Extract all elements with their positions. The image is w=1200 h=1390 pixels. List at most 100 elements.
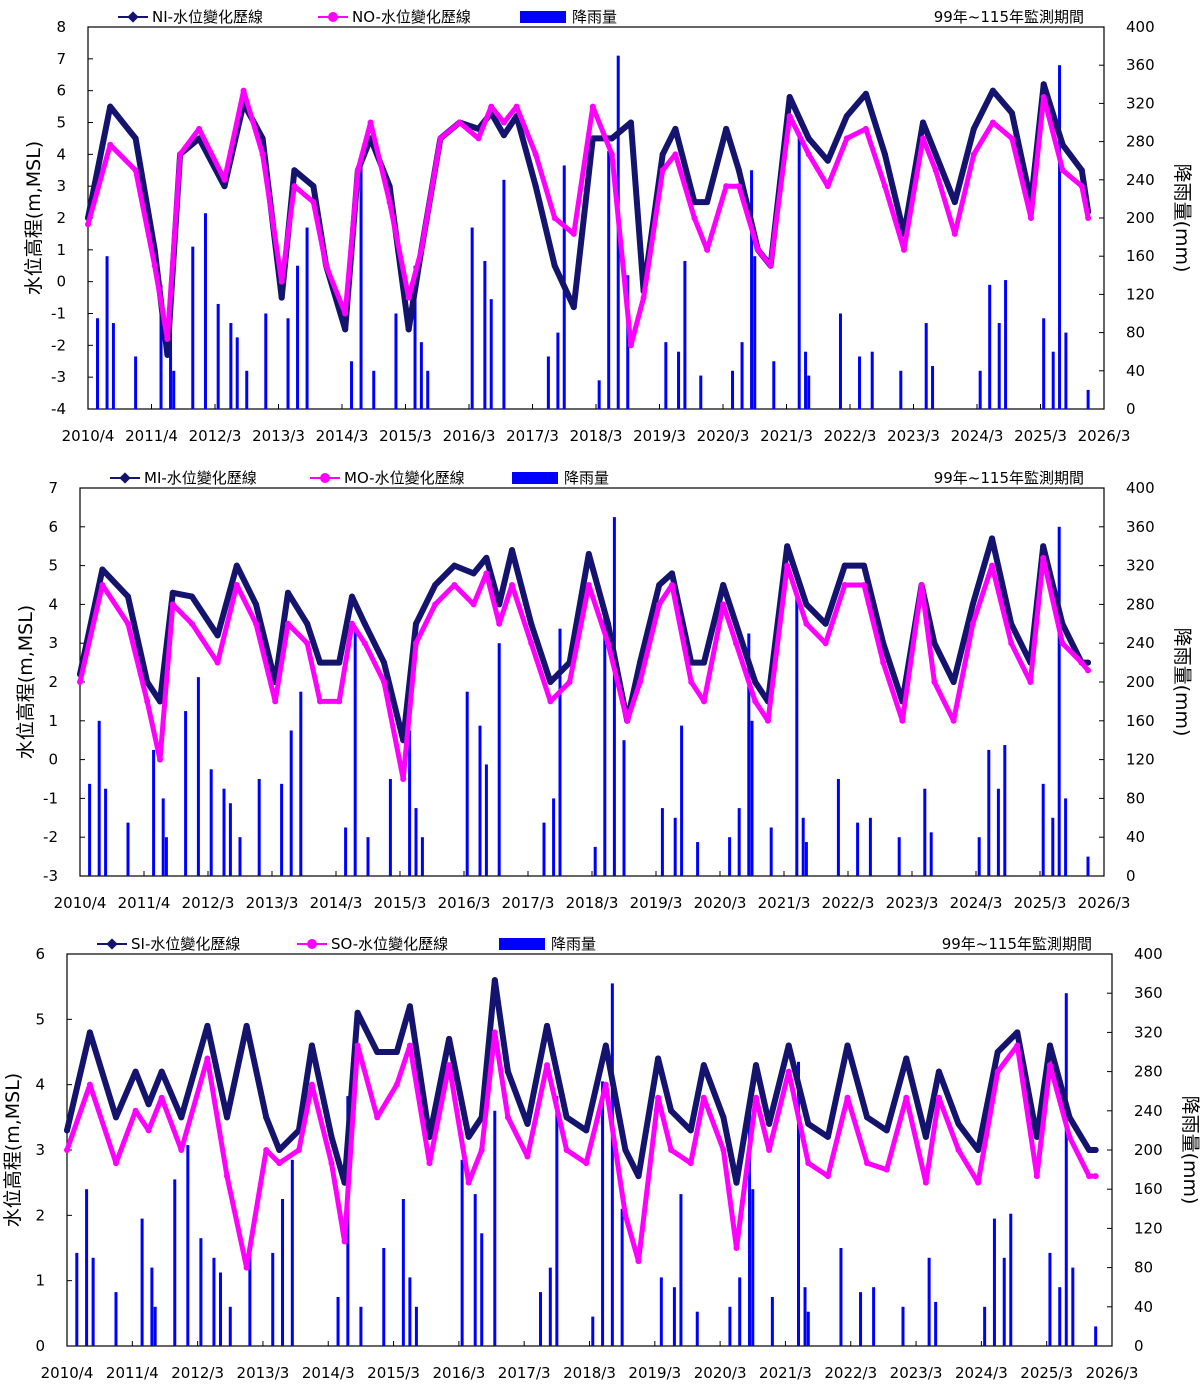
rainfall-bar — [807, 375, 811, 409]
rainfall-bar — [797, 1061, 800, 1346]
outer-water-level-point — [451, 582, 458, 588]
inner-water-level-point — [861, 562, 867, 569]
inner-water-level-point — [491, 977, 498, 984]
inner-water-level-point — [221, 183, 228, 190]
rainfall-bar — [672, 1287, 676, 1346]
outer-water-level-point — [478, 1147, 485, 1153]
inner-water-level-point — [393, 1049, 400, 1055]
rainfall-bar — [770, 1297, 774, 1346]
rainfall-bar — [199, 1238, 203, 1346]
outer-water-level-point — [700, 1094, 707, 1101]
inner-water-level-point — [864, 1114, 871, 1121]
outer-water-level-point — [862, 125, 869, 132]
rainfall-bar — [747, 633, 751, 876]
y-tick-label: -4 — [51, 400, 66, 418]
y2-tick-label: 0 — [1134, 1337, 1144, 1355]
outer-water-level-point — [189, 620, 195, 627]
y-tick-label: 4 — [56, 145, 66, 163]
inner-water-level-point — [291, 167, 298, 174]
inner-water-level-point — [1078, 167, 1085, 174]
outer-water-level-point — [547, 698, 554, 705]
rainfall-bar — [927, 1257, 931, 1346]
rainfall-bar — [558, 628, 562, 876]
inner-water-level-point — [405, 326, 412, 333]
rainfall-bar — [978, 370, 982, 409]
inner-water-level-point — [883, 1127, 890, 1134]
inner-water-level-point — [470, 570, 477, 577]
outer-water-level-point — [132, 167, 139, 174]
inner-water-level-point — [551, 262, 558, 269]
y-tick-label: 3 — [35, 1141, 45, 1159]
rainfall-bar — [212, 1257, 216, 1346]
outer-water-level-point — [354, 1042, 361, 1049]
x-tick-label: 2012/3 — [171, 1364, 224, 1382]
y2-tick-label: 240 — [1126, 634, 1155, 652]
outer-water-level-point — [637, 679, 643, 685]
rainfall-bar — [88, 783, 92, 876]
rainfall-bar — [245, 370, 249, 409]
inner-water-level-point — [224, 1114, 231, 1121]
inner-water-level-point — [1008, 620, 1015, 627]
inner-water-level-point — [585, 550, 592, 557]
inner-water-level-point — [970, 125, 977, 132]
rainfall-bar — [153, 1306, 157, 1346]
y-tick-label: 8 — [56, 18, 66, 36]
y2-axis-label: 降雨量(mm) — [1179, 1096, 1200, 1205]
outer-water-level-point — [233, 582, 240, 588]
inner-water-level-point — [701, 659, 707, 666]
rainfall-bar — [408, 1277, 412, 1346]
y-tick-label: -2 — [43, 828, 58, 846]
x-tick-label: 2020/3 — [694, 1364, 747, 1382]
outer-water-level-point — [918, 582, 925, 588]
inner-water-level-point — [361, 620, 368, 627]
x-tick-label: 2019/3 — [633, 427, 686, 445]
rainfall-bar — [1057, 526, 1061, 876]
outer-water-level-point — [843, 135, 850, 142]
legend-marker-inner — [127, 11, 139, 23]
rainfall-bar — [750, 720, 754, 876]
legend-label-outer: NO-水位變化歷線 — [352, 8, 471, 26]
rainfall-bar — [97, 720, 101, 876]
rainfall-bar — [591, 1316, 595, 1346]
inner-water-level-point — [605, 620, 611, 627]
outer-water-level-point — [784, 562, 791, 569]
outer-water-level-point — [880, 659, 887, 666]
outer-water-level-point — [259, 151, 266, 158]
rainfall-bar — [901, 1306, 905, 1346]
inner-water-level-point — [132, 1068, 139, 1075]
legend-marker-inner — [119, 472, 131, 484]
inner-water-level-point — [1086, 1147, 1093, 1153]
legend-swatch-rain — [512, 472, 558, 484]
y2-tick-label: 0 — [1126, 400, 1136, 418]
inner-water-level-point — [733, 620, 739, 627]
rainfall-bar — [753, 256, 757, 409]
legend-label-inner: NI-水位變化歷線 — [152, 8, 263, 26]
inner-water-level-point — [107, 103, 114, 110]
x-tick-label: 2023/3 — [890, 1364, 943, 1382]
outer-water-level-point — [291, 183, 298, 190]
rainfall-bar — [695, 1311, 699, 1346]
rainfall-bar — [934, 1301, 938, 1346]
outer-water-level-point — [920, 135, 927, 142]
rainfall-bar — [413, 265, 417, 409]
inner-water-level-point — [994, 1049, 1001, 1055]
inner-water-level-point — [720, 582, 727, 588]
inner-water-level-point — [413, 620, 419, 627]
rainfall-bar — [161, 798, 165, 876]
inner-water-level-point — [451, 562, 458, 569]
rainfall-bar — [426, 370, 430, 409]
legend-marker-inner — [106, 938, 118, 950]
rainfall-bar — [159, 284, 163, 409]
inner-water-level-point — [975, 1147, 982, 1153]
rainfall-bar — [366, 837, 370, 876]
inner-water-level-point — [563, 1114, 570, 1121]
outer-water-level-point — [1078, 183, 1085, 190]
inner-water-level-point — [125, 593, 131, 600]
x-tick-label: 2020/3 — [694, 894, 747, 912]
outer-water-level-point — [475, 135, 482, 142]
outer-water-level-point — [85, 221, 91, 228]
x-tick-label: 2019/3 — [628, 1364, 681, 1382]
y-tick-label: 6 — [56, 82, 66, 100]
outer-water-level-point — [570, 230, 577, 237]
